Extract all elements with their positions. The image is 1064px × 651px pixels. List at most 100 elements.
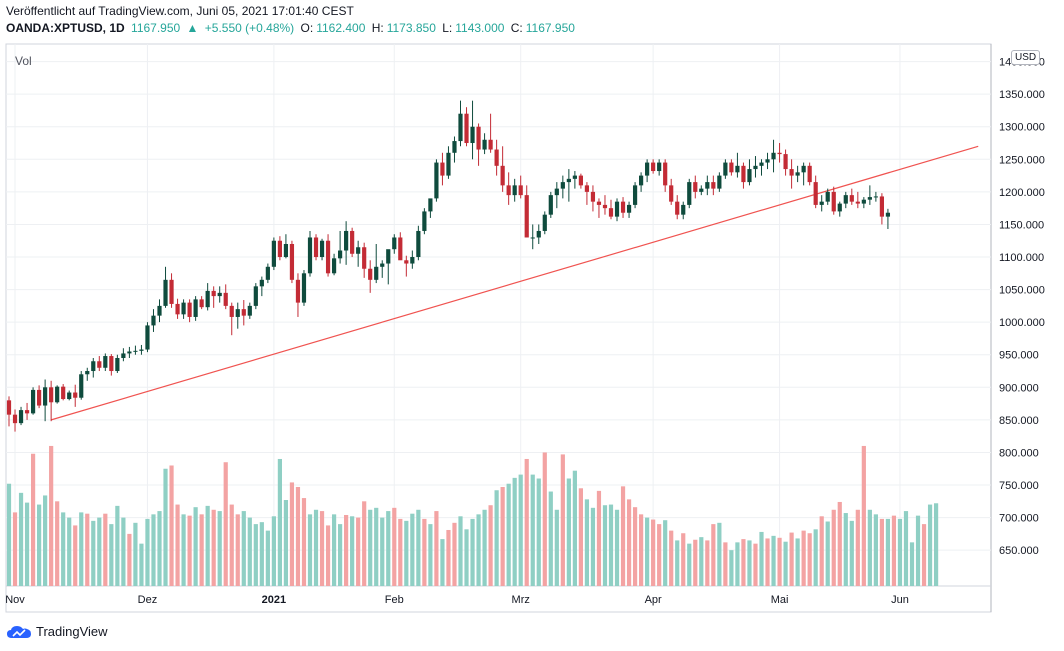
candle-body bbox=[163, 279, 168, 306]
candle-body bbox=[30, 389, 36, 414]
volume-bar bbox=[873, 514, 878, 586]
volume-bar bbox=[235, 514, 240, 586]
candle-body bbox=[518, 185, 523, 196]
candle-body bbox=[368, 268, 373, 280]
candle-body bbox=[500, 165, 505, 186]
candle-body bbox=[837, 203, 842, 212]
volume-bar bbox=[392, 507, 397, 586]
volume-bar bbox=[572, 470, 577, 586]
volume-bar bbox=[217, 511, 222, 586]
volume-bar bbox=[344, 514, 349, 586]
volume-bar bbox=[903, 511, 909, 586]
change-value: +5.550 (+0.48%) bbox=[204, 21, 295, 35]
candle-body bbox=[223, 292, 228, 306]
candle-body bbox=[338, 250, 343, 259]
volume-bar bbox=[338, 524, 343, 586]
candle-body bbox=[482, 139, 487, 150]
price-tick-label: 700.000 bbox=[999, 513, 1039, 525]
candle-body bbox=[217, 292, 222, 297]
candle-body bbox=[350, 230, 355, 254]
volume-bar bbox=[747, 540, 752, 586]
volume-bar bbox=[620, 486, 626, 586]
volume-bar bbox=[289, 482, 295, 586]
open-value: 1162.400 bbox=[316, 21, 366, 35]
candle-body bbox=[639, 175, 644, 186]
candle-body bbox=[331, 258, 337, 274]
volume-bar bbox=[765, 538, 770, 586]
volume-bar bbox=[139, 543, 144, 586]
candle-body bbox=[675, 201, 680, 215]
candle-body bbox=[380, 263, 385, 267]
candle-body bbox=[813, 182, 818, 205]
volume-bar bbox=[596, 490, 602, 586]
volume-bar bbox=[711, 524, 716, 586]
candle-body bbox=[512, 185, 517, 196]
tradingview-logo: TradingView bbox=[6, 624, 108, 639]
candle-body bbox=[843, 195, 848, 204]
volume-bar bbox=[67, 517, 72, 586]
candle-body bbox=[687, 182, 692, 205]
volume-bar bbox=[795, 538, 800, 586]
volume-bar bbox=[783, 541, 788, 586]
candle-body bbox=[109, 356, 114, 372]
brand-name: TradingView bbox=[36, 624, 108, 639]
candle-body bbox=[61, 386, 66, 400]
candle-body bbox=[85, 371, 90, 375]
candle-body bbox=[663, 162, 668, 186]
volume-bar bbox=[271, 516, 276, 586]
candle-body bbox=[169, 279, 174, 304]
volume-bar bbox=[91, 520, 96, 586]
candle-body bbox=[374, 266, 379, 280]
volume-bar bbox=[735, 542, 740, 586]
candle-body bbox=[620, 201, 626, 213]
price-tick-label: 1050.000 bbox=[999, 285, 1045, 297]
candle-body bbox=[476, 126, 481, 150]
volume-bar bbox=[723, 542, 728, 586]
volume-bar bbox=[163, 468, 168, 586]
volume-bar bbox=[927, 504, 933, 586]
price-tick-label: 800.000 bbox=[999, 447, 1039, 459]
volume-bar bbox=[55, 501, 60, 586]
candle-body bbox=[873, 196, 878, 198]
volume-bar bbox=[157, 511, 162, 586]
candle-body bbox=[560, 182, 565, 189]
trendline[interactable] bbox=[50, 145, 979, 421]
candle-body bbox=[452, 141, 457, 153]
candle-body bbox=[693, 182, 698, 192]
price-tick-label: 1300.000 bbox=[999, 122, 1045, 134]
volume-bar bbox=[614, 509, 620, 586]
close-value: 1167.950 bbox=[525, 21, 575, 35]
candle-body bbox=[681, 204, 686, 215]
volume-bar bbox=[566, 478, 571, 586]
candle-body bbox=[277, 240, 282, 258]
candle-body bbox=[211, 290, 216, 297]
currency-badge[interactable]: USD bbox=[1011, 50, 1041, 65]
volume-bar bbox=[578, 488, 583, 586]
candle-body bbox=[18, 410, 24, 424]
volume-bar bbox=[837, 501, 842, 586]
last-price: 1167.950 bbox=[131, 21, 181, 35]
volume-bar bbox=[825, 521, 830, 586]
volume-bar bbox=[205, 505, 210, 586]
candle-body bbox=[777, 152, 782, 155]
volume-bar bbox=[843, 513, 848, 586]
volume-bar bbox=[253, 524, 258, 586]
price-tick-label: 1250.000 bbox=[999, 154, 1045, 166]
volume-bar bbox=[404, 520, 409, 586]
high-label: H: bbox=[371, 21, 384, 35]
symbol-label[interactable]: OANDA:XPTUSD, 1D bbox=[6, 21, 125, 35]
volume-bar bbox=[259, 522, 264, 586]
volume-bar bbox=[398, 518, 403, 586]
volume-bar bbox=[362, 501, 367, 586]
price-tick-label: 1150.000 bbox=[999, 219, 1044, 231]
candle-body bbox=[205, 290, 210, 308]
candle-body bbox=[181, 302, 186, 315]
volume-bar bbox=[410, 513, 415, 586]
candle-body bbox=[392, 237, 397, 250]
volume-bar bbox=[211, 509, 216, 586]
candle-body bbox=[12, 414, 18, 424]
tradingview-cloud-icon bbox=[7, 625, 31, 638]
candle-body bbox=[121, 353, 126, 358]
time-tick-label: Mai bbox=[771, 594, 789, 606]
